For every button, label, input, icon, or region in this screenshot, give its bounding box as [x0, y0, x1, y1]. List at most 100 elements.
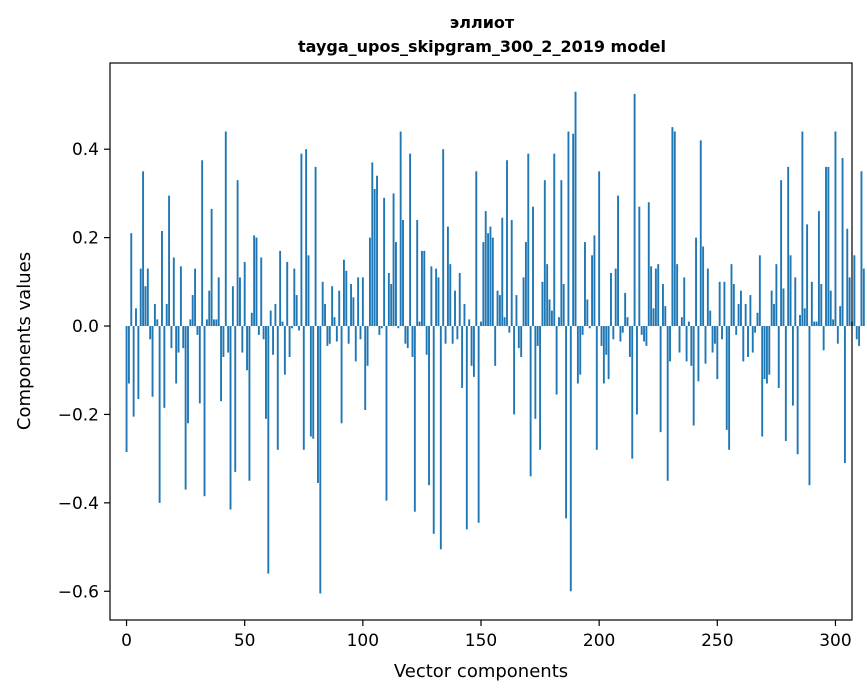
bar	[371, 162, 374, 327]
bar	[534, 326, 537, 419]
bar	[536, 326, 539, 346]
bar	[368, 237, 371, 327]
bar	[442, 149, 445, 327]
bar	[688, 321, 690, 327]
bar	[399, 131, 402, 327]
bar	[182, 326, 185, 349]
bar	[524, 242, 527, 327]
bar	[539, 326, 542, 450]
bar	[820, 284, 823, 327]
bar	[385, 326, 388, 501]
bar	[704, 326, 707, 364]
bar	[834, 131, 837, 327]
bar	[858, 326, 861, 346]
bar	[716, 326, 719, 380]
y-tick-label: 0.2	[72, 229, 99, 249]
bar	[588, 326, 591, 329]
bar	[146, 268, 149, 327]
bar	[725, 326, 728, 430]
bar	[683, 277, 686, 327]
bar	[354, 326, 357, 362]
bar	[836, 326, 839, 344]
bar	[468, 319, 471, 327]
bar	[555, 326, 558, 395]
bar	[579, 326, 582, 375]
bar	[234, 326, 237, 472]
bar	[671, 127, 674, 327]
y-tick-label: −0.6	[58, 582, 99, 602]
bar	[335, 326, 338, 342]
bar	[130, 233, 133, 327]
bar	[262, 326, 265, 340]
bar	[257, 326, 260, 335]
bar	[751, 326, 754, 353]
bar	[338, 290, 341, 327]
bar	[520, 326, 523, 357]
bar	[454, 290, 456, 327]
bar	[619, 326, 622, 342]
bar	[586, 299, 589, 327]
bar	[860, 171, 863, 327]
y-ticks-group: −0.6 −0.4 −0.2 0.0 0.2 0.4	[58, 140, 110, 602]
bar	[584, 242, 586, 327]
bar	[165, 303, 168, 327]
bar	[763, 326, 766, 380]
chart-title: эллиот	[450, 13, 515, 32]
bar	[846, 228, 849, 327]
bar	[855, 326, 858, 340]
bar	[187, 326, 189, 424]
bar	[728, 326, 731, 450]
bar	[208, 290, 211, 327]
x-ticks-group: 0 50 100 150 200 250 300	[121, 620, 852, 651]
bar	[239, 277, 241, 327]
bar	[425, 326, 428, 355]
bar	[572, 133, 575, 327]
bar	[456, 326, 459, 340]
bar	[614, 268, 617, 327]
bar	[241, 326, 244, 353]
bar	[132, 326, 135, 417]
bar	[328, 326, 331, 344]
bar	[645, 326, 648, 346]
bar	[437, 277, 440, 327]
bar	[272, 326, 274, 355]
bar	[151, 326, 154, 397]
bar	[697, 326, 700, 382]
bar	[293, 268, 296, 327]
bar	[158, 326, 161, 503]
y-tick-label: −0.2	[58, 405, 99, 425]
bar	[189, 319, 192, 327]
bar	[498, 295, 501, 327]
bar	[319, 326, 322, 594]
bar	[636, 326, 638, 415]
bar	[279, 250, 282, 327]
bar	[730, 264, 733, 327]
bar	[153, 303, 156, 327]
bar	[562, 284, 565, 327]
bar	[548, 299, 551, 327]
bar	[432, 326, 435, 534]
bar	[610, 272, 612, 327]
bar	[624, 292, 627, 327]
bar	[617, 195, 619, 327]
bar	[591, 255, 594, 327]
bar	[841, 158, 844, 327]
bar	[288, 326, 291, 357]
bar	[515, 295, 518, 327]
bar	[482, 242, 485, 327]
bar	[383, 197, 386, 327]
bar	[352, 297, 355, 327]
bar	[546, 264, 549, 327]
bar	[286, 261, 289, 327]
bar	[598, 171, 601, 327]
bar	[735, 326, 738, 335]
bar	[775, 264, 778, 327]
bar	[177, 326, 180, 353]
bar	[602, 326, 605, 384]
bar	[662, 284, 664, 327]
bar	[822, 326, 825, 351]
bar	[489, 226, 492, 327]
bar	[380, 326, 383, 329]
bar	[782, 288, 785, 327]
